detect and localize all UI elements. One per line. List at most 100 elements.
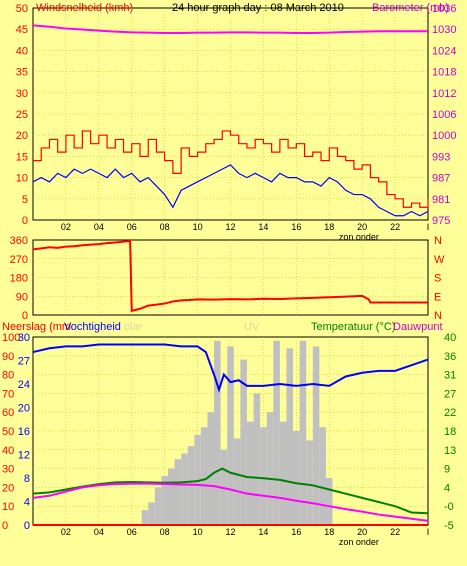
solar-bar [154, 487, 162, 525]
temp-tick-label: 36 [444, 351, 456, 363]
temp-tick-label: 4 [444, 482, 450, 494]
baro-tick-label: 1036 [432, 3, 456, 15]
solar-bar [194, 434, 201, 525]
rain-tick-label: 90 [2, 351, 14, 363]
solar-bar [325, 478, 333, 525]
compass-tick-label: E [434, 291, 441, 303]
solar-bar [207, 412, 215, 525]
wind-tick-label: 25 [16, 109, 28, 121]
series-line-dewpoint [32, 482, 429, 522]
direction-tick-label: 180 [10, 273, 28, 285]
baro-tick-label: 1018 [432, 67, 456, 79]
x-tick-label: 14 [258, 527, 268, 537]
solar-bar [253, 393, 261, 525]
x-tick-label: 02 [61, 222, 71, 232]
baro-tick-label: 1012 [432, 88, 456, 100]
solar-bar [319, 427, 326, 525]
rain-tick-label: 100 [2, 332, 20, 344]
series-line-wind [33, 130, 429, 208]
wind-tick-label: 40 [16, 45, 28, 57]
humidity-tick-label: 24 [18, 379, 30, 391]
humidity-tick-label: 12 [18, 450, 30, 462]
direction-tick-label: 0 [22, 310, 28, 322]
x-tick-label: 18 [324, 527, 334, 537]
baro-tick-label: 1024 [432, 45, 456, 57]
x-tick-label: 10 [193, 222, 203, 232]
baro-tick-label: 1006 [432, 109, 456, 121]
rain-tick-label: 80 [2, 370, 14, 382]
temp-tick-label: 27 [444, 388, 456, 400]
wind-tick-label: 45 [16, 24, 28, 36]
wind-tick-label: 10 [16, 173, 28, 185]
compass-tick-label: N [434, 235, 442, 247]
chart-title: 24 hour graph day : 08 March 2010 [172, 2, 344, 14]
sunset-label: zon onder [339, 537, 379, 547]
rain-tick-label: 60 [2, 407, 14, 419]
x-tick-label: 22 [390, 527, 400, 537]
direction-tick-label: 360 [10, 235, 28, 247]
humidity-tick-label: 20 [18, 403, 30, 415]
solar-bar [286, 348, 294, 525]
compass-tick-label: N [434, 310, 442, 322]
temp-tick-label: -0 [444, 501, 454, 513]
wind-tick-label: 15 [16, 151, 28, 163]
temp-tick-label: 18 [444, 426, 456, 438]
solar-bar [141, 509, 149, 525]
rain-tick-label: 70 [2, 388, 14, 400]
solar-bar [266, 412, 274, 525]
x-tick-label: 16 [291, 222, 301, 232]
solar-bar [181, 453, 188, 525]
x-tick-label: I [427, 222, 430, 232]
solar-bar [148, 502, 155, 525]
temp-tick-label: 40 [444, 332, 456, 344]
x-tick-label: 20 [357, 222, 367, 232]
temp-tick-label: 22 [444, 407, 456, 419]
wind-tick-label: 20 [16, 130, 28, 142]
humidity-tick-label: 0 [24, 520, 30, 532]
solar-title: olar [124, 321, 143, 333]
solar-bar [161, 476, 168, 525]
temp-tick-label: 31 [444, 370, 456, 382]
dewpoint-title: Dauwpunt [393, 321, 443, 333]
solar-bar [227, 346, 234, 525]
baro-tick-label: 993 [432, 151, 450, 163]
baro-tick-label: 1000 [432, 130, 456, 142]
rain-tick-label: 30 [2, 464, 14, 476]
humidity-title: Vochtigheid [64, 321, 121, 333]
x-tick-label: 06 [127, 222, 137, 232]
humidity-tick-label: 4 [24, 497, 30, 509]
x-tick-label: 04 [94, 222, 104, 232]
temp-tick-label: 13 [444, 445, 456, 457]
x-tick-label: 18 [324, 222, 334, 232]
solar-bar [214, 340, 221, 525]
x-tick-label: 08 [160, 222, 170, 232]
baro-tick-label: 1030 [432, 24, 456, 36]
x-tick-label: I [427, 527, 430, 537]
x-tick-label: 06 [127, 527, 137, 537]
wind-tick-label: 5 [22, 194, 28, 206]
baro-tick-label: 975 [432, 215, 450, 227]
x-tick-label: 08 [160, 527, 170, 537]
x-tick-label: 02 [61, 527, 71, 537]
series-line-wind_avg [32, 164, 429, 217]
series-line-direction [32, 239, 428, 313]
x-tick-label: 20 [357, 527, 367, 537]
solar-bar [174, 459, 182, 525]
solar-bar [240, 359, 247, 525]
rain-tick-label: 10 [2, 501, 14, 513]
compass-tick-label: S [434, 273, 441, 285]
x-tick-label: 12 [225, 222, 235, 232]
series-line-baro [32, 24, 428, 35]
baro-tick-label: 987 [432, 173, 450, 185]
baro-tick-label: 981 [432, 194, 450, 206]
wind-tick-label: 50 [16, 3, 28, 15]
wind-tick-label: 0 [22, 215, 28, 227]
x-tick-label: 14 [258, 222, 268, 232]
solar-bar [246, 421, 254, 525]
right-title: Barometer (mb) [372, 2, 449, 14]
x-tick-label: 04 [94, 527, 104, 537]
solar-bar [293, 431, 300, 525]
rain-tick-label: 20 [2, 482, 14, 494]
